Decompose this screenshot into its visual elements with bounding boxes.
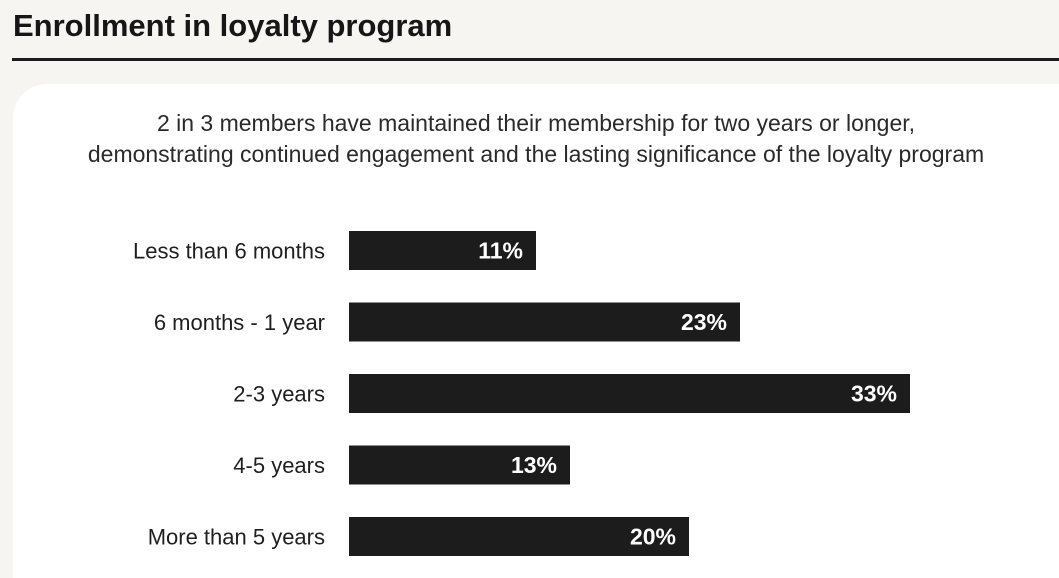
bar-value-label: 13% — [511, 452, 557, 478]
bar-value-label: 23% — [681, 309, 727, 335]
bar-value-label: 20% — [630, 524, 676, 550]
bar-value-label: 11% — [478, 238, 523, 264]
bar — [349, 374, 910, 413]
category-label: More than 5 years — [148, 525, 325, 550]
chart-subtitle-line-2: demonstrating continued engagement and t… — [87, 141, 985, 167]
bar — [349, 517, 689, 556]
chart-subtitle-line-1: 2 in 3 members have maintained their mem… — [156, 110, 916, 136]
bar — [349, 445, 570, 485]
category-label: 4-5 years — [233, 453, 325, 478]
bar — [349, 302, 740, 342]
bar — [349, 231, 536, 270]
category-label: 2-3 years — [233, 382, 325, 407]
bar-value-label: 33% — [851, 381, 897, 407]
chart-subtitle: 2 in 3 members have maintained their mem… — [13, 108, 1059, 170]
page-title: Enrollment in loyalty program — [13, 8, 453, 43]
category-label: Less than 6 months — [133, 239, 325, 264]
title-divider — [12, 58, 1059, 61]
category-label: 6 months - 1 year — [154, 310, 325, 335]
